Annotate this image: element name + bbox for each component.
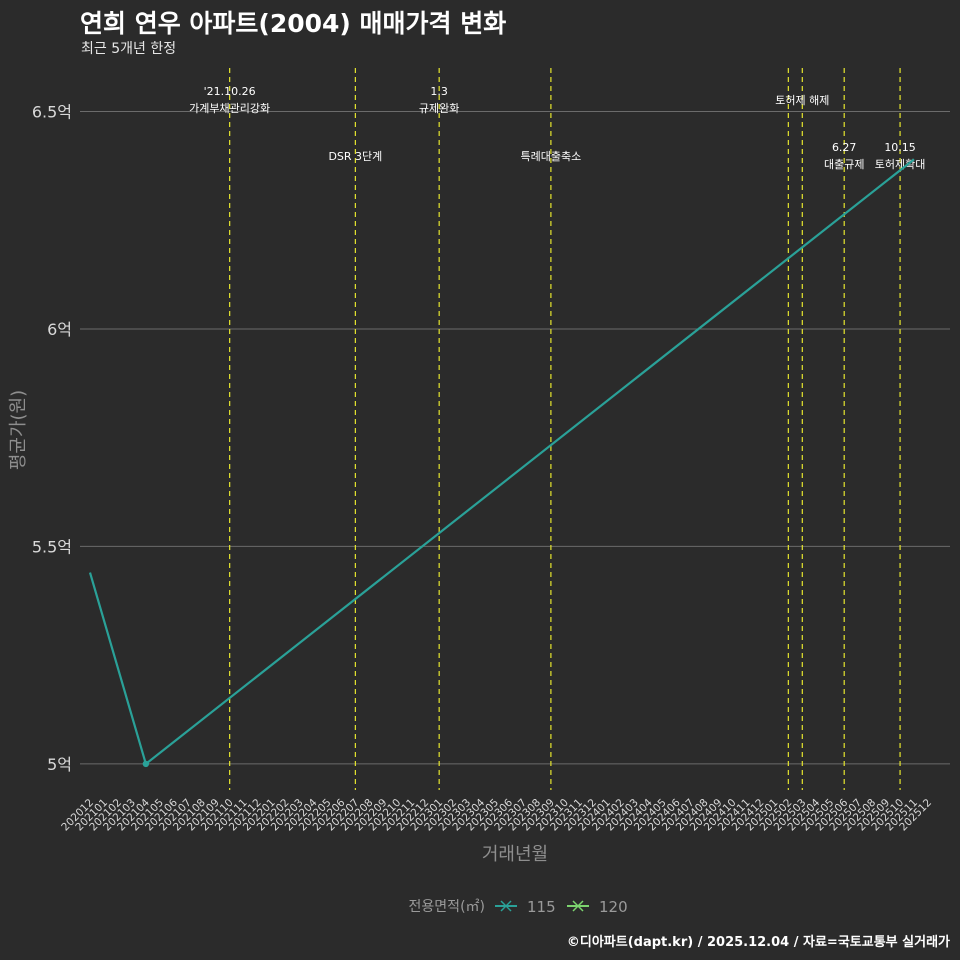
legend-label-115: 115 [527, 898, 556, 916]
event-date-label: 1.3 [430, 85, 448, 98]
event-label: 토허제 해제 [775, 93, 829, 107]
y-tick-label: 5.5억 [32, 537, 72, 556]
y-axis-title: 평균가(원) [8, 390, 29, 470]
event-date-label: 10.15 [884, 141, 916, 154]
y-tick-label: 6억 [47, 320, 72, 339]
event-label: 규제완화 [419, 102, 459, 115]
legend-marker-120 [572, 900, 584, 912]
event-label: 가계부채관리강화 [189, 102, 270, 115]
legend-marker-115 [500, 900, 512, 912]
event-label: 대출규제 [824, 158, 864, 171]
event-label: 특례대출축소 [521, 150, 582, 163]
chart-title: 연희 연우 아파트(2004) 매매가격 변화 [80, 9, 507, 38]
y-tick-label: 5억 [47, 755, 72, 774]
y-tick-label: 6.5억 [32, 102, 72, 121]
series-115-line [88, 158, 915, 766]
chart-subtitle: 최근 5개년 한정 [81, 41, 177, 57]
legend-title: 전용면적(㎡) [409, 899, 485, 915]
series-115-point [142, 760, 150, 768]
event-label: DSR 3단계 [328, 150, 382, 163]
source-credit: ©디아파트(dapt.kr) / 2025.12.04 / 자료=국토교통부 실… [566, 935, 950, 950]
event-date-label: '21.10.26 [204, 85, 256, 98]
x-axis-title: 거래년월 [482, 844, 548, 865]
event-date-label: 6.27 [832, 141, 857, 154]
legend-label-120: 120 [599, 898, 628, 916]
